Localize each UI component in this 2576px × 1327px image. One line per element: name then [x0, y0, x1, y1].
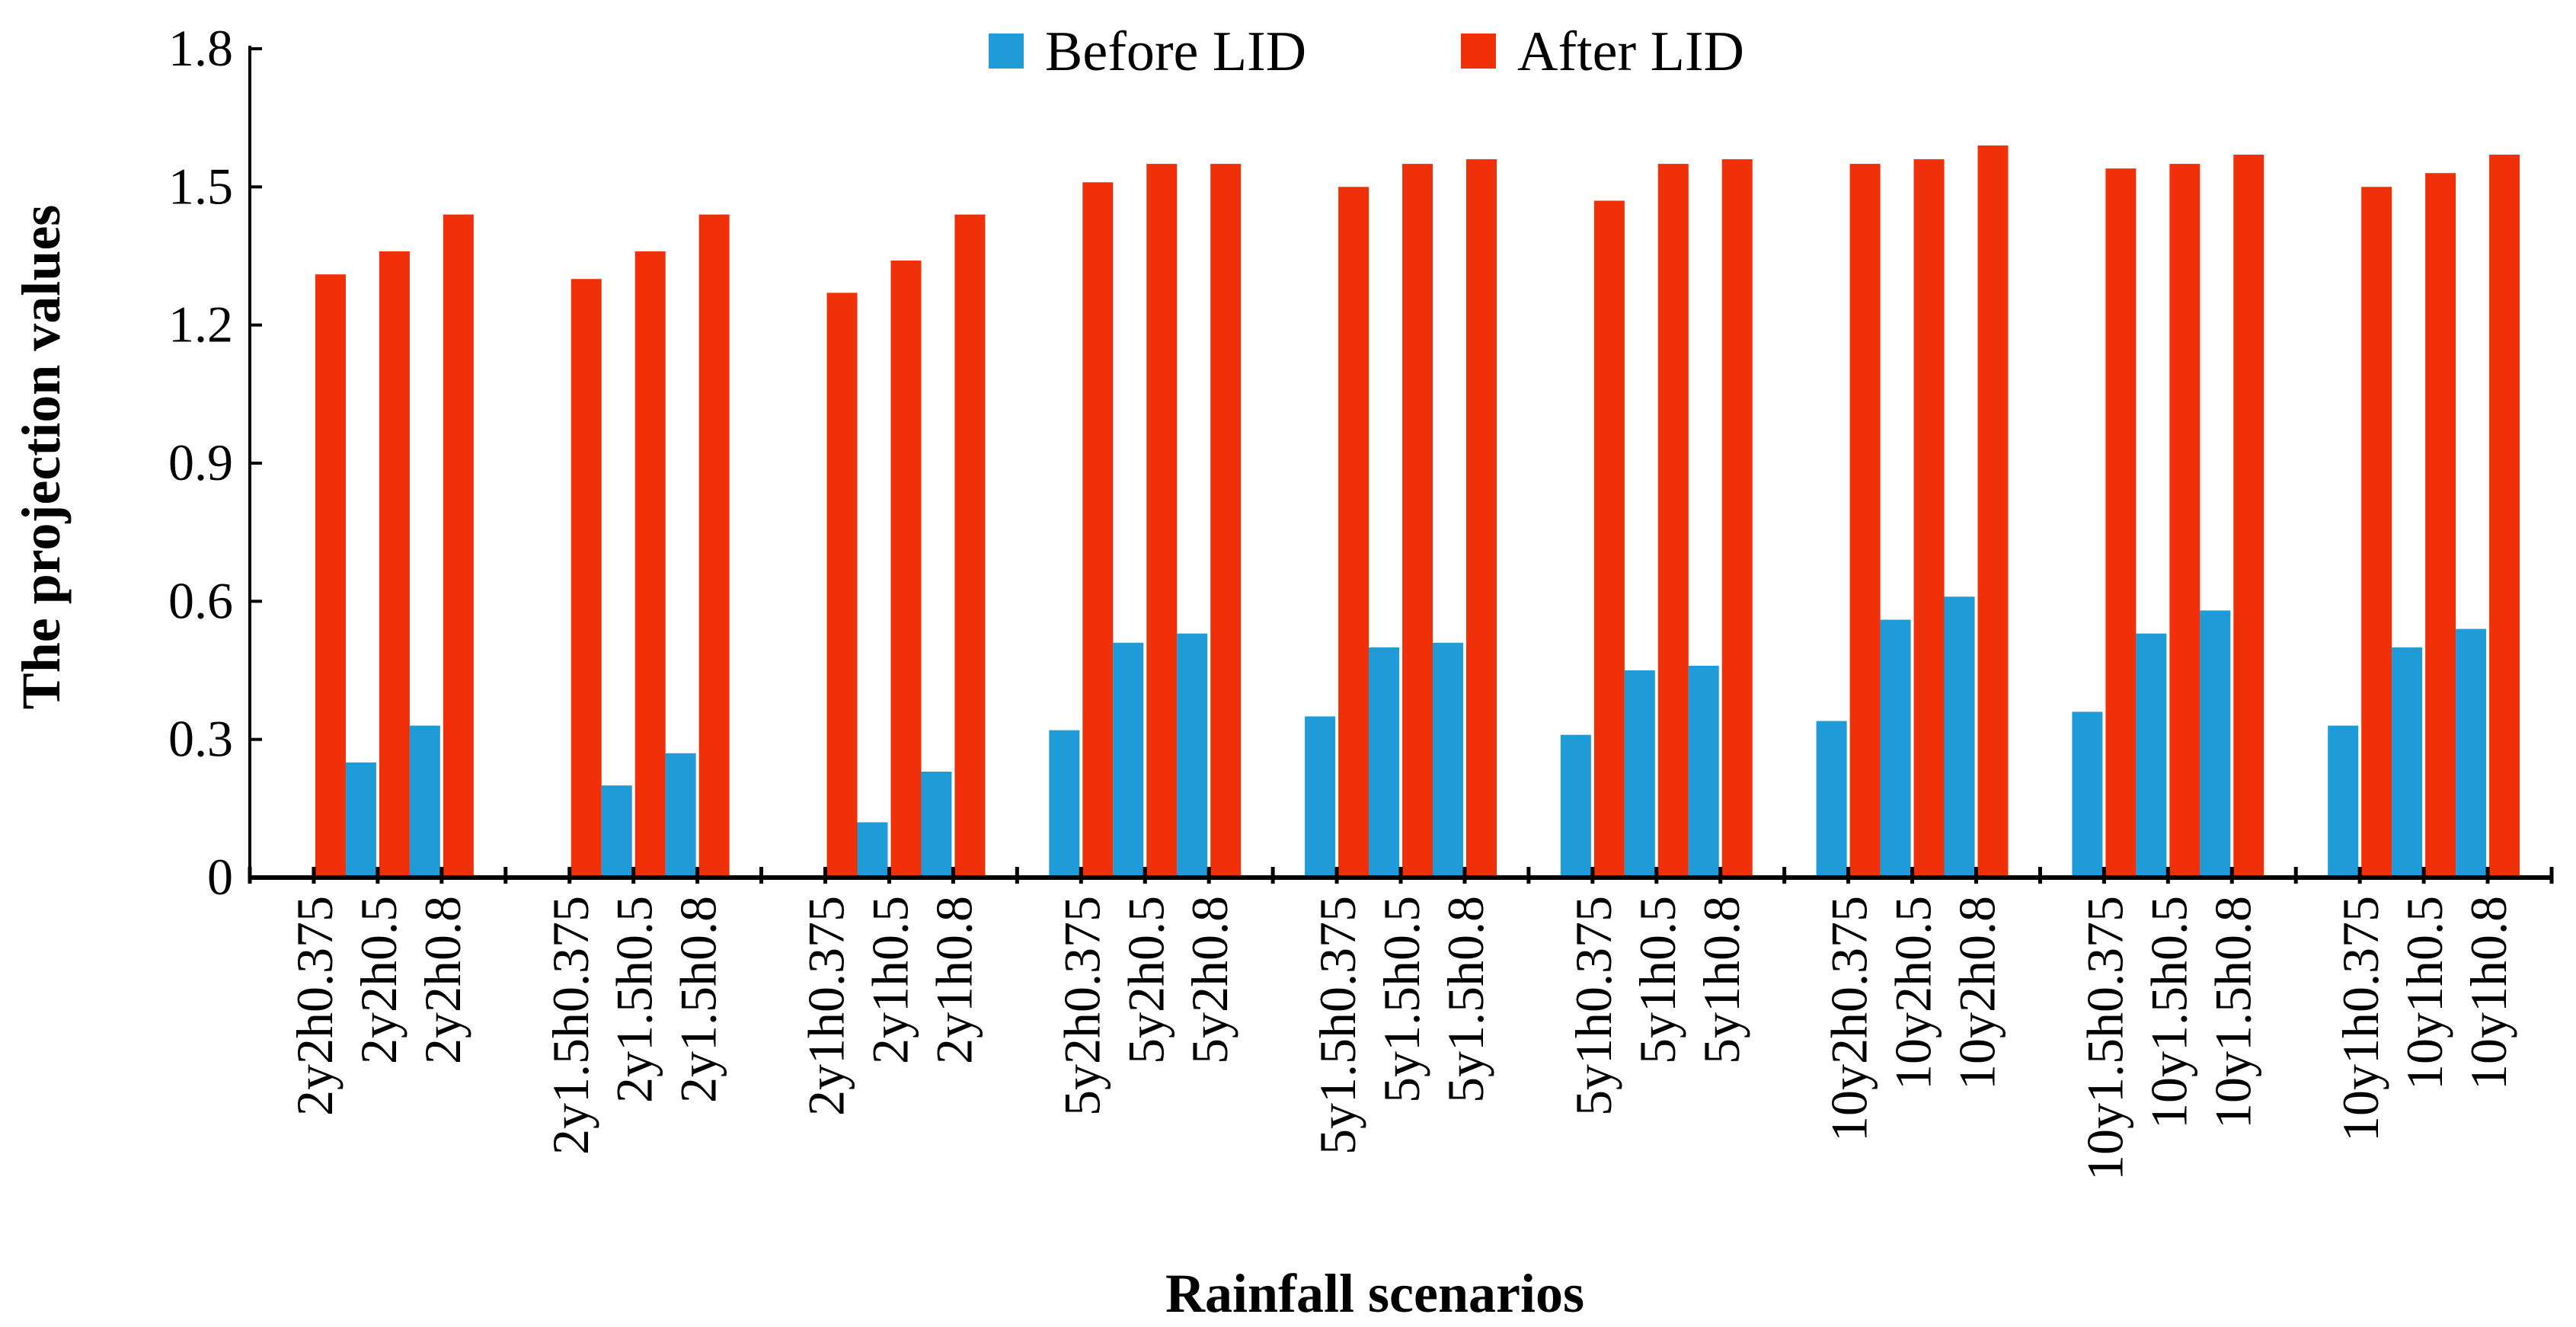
x-tick-label: 5y1.5h0.8: [1437, 896, 1494, 1103]
bar-after-lid-5y1h0_375: [1593, 200, 1625, 878]
bar-before-lid-10y2h0_375: [1816, 721, 1847, 878]
bar-before-lid-5y2h0_8: [1177, 633, 1208, 878]
bar-before-lid-2y2h0_8: [409, 725, 440, 878]
x-tick-label: 10y2h0.5: [1884, 896, 1942, 1090]
bar-after-lid-5y2h0_5: [1146, 164, 1178, 878]
bar-before-lid-5y1_5h0_8: [1432, 642, 1463, 878]
y-tick-label: 1.5: [168, 157, 233, 215]
bar-after-lid-2y1_5h0_8: [698, 214, 730, 878]
bar-after-lid-5y1h0_8: [1721, 159, 1753, 878]
bar-after-lid-10y2h0_5: [1913, 159, 1945, 878]
x-tick-label: 5y1h0.8: [1692, 896, 1750, 1064]
y-tick-label: 0.9: [168, 433, 233, 491]
bar-after-lid-10y2h0_375: [1849, 164, 1881, 878]
bar-after-lid-2y1_5h0_5: [634, 251, 666, 878]
bar-after-lid-2y2h0_5: [379, 251, 410, 878]
bar-after-lid-2y2h0_8: [443, 214, 474, 878]
bar-before-lid-10y1h0_375: [2328, 725, 2359, 878]
bar-before-lid-10y2h0_5: [1880, 619, 1911, 878]
x-tick-label: 2y2h0.8: [414, 896, 471, 1064]
bar-after-lid-10y1_5h0_5: [2169, 164, 2200, 878]
bar-before-lid-5y2h0_375: [1049, 730, 1080, 878]
bar-before-lid-10y1_5h0_8: [2200, 610, 2231, 878]
bar-after-lid-10y1h0_5: [2425, 173, 2456, 878]
x-tick-label: 5y1h0.375: [1564, 896, 1622, 1116]
legend: Before LID After LID: [989, 21, 1744, 83]
bar-after-lid-2y1_5h0_375: [570, 279, 602, 878]
bar-before-lid-2y1h0_5: [857, 822, 888, 878]
bar-after-lid-2y1h0_8: [954, 214, 986, 878]
x-tick-label: 5y1.5h0.5: [1373, 896, 1430, 1103]
x-tick-label: 2y1.5h0.375: [542, 896, 599, 1155]
x-tick-label: 2y1h0.8: [925, 896, 983, 1064]
bar-before-lid-2y1h0_8: [921, 771, 952, 878]
x-axis-title: Rainfall scenarios: [1165, 1263, 1584, 1324]
y-tick-label: 1.8: [168, 19, 233, 77]
bar-before-lid-5y2h0_5: [1113, 642, 1144, 878]
bar-before-lid-5y1h0_5: [1624, 670, 1655, 878]
bar-before-lid-2y2h0_5: [345, 762, 376, 878]
x-tick-label: 10y1.5h0.5: [2140, 896, 2197, 1129]
x-tick-label: 2y1h0.5: [861, 896, 919, 1064]
x-tick-label: 10y1h0.375: [2332, 896, 2389, 1142]
bar-after-lid-10y2h0_8: [1977, 145, 2009, 878]
y-axis-title: The projection values: [11, 205, 72, 710]
bar-before-lid-10y1h0_5: [2392, 647, 2423, 878]
axes: [248, 46, 2554, 884]
bar-after-lid-2y2h0_375: [315, 274, 346, 878]
x-tick-label: 5y2h0.375: [1053, 896, 1111, 1116]
bar-before-lid-5y1_5h0_5: [1369, 647, 1400, 878]
x-tick-label: 10y1h0.5: [2395, 896, 2453, 1090]
bar-before-lid-5y1h0_8: [1688, 665, 1719, 878]
y-tick-label: 0.6: [168, 571, 233, 629]
bar-before-lid-2y1_5h0_8: [665, 753, 696, 878]
x-tick-label: 10y2h0.375: [1820, 896, 1878, 1142]
legend-swatch-before-lid: [989, 34, 1024, 69]
axis-labels: 0 0.3 0.6 0.9 1.2 1.5 1.8 2y2h0.375 2y2h0.5 2y2h0…: [168, 19, 2517, 1181]
x-tick-label: 10y1h0.8: [2459, 896, 2517, 1090]
x-tick-label: 5y1h0.5: [1628, 896, 1686, 1064]
x-tick-label: 2y2h0.5: [350, 896, 407, 1064]
x-tick-label: 2y1h0.375: [797, 896, 855, 1116]
bar-after-lid-2y1h0_375: [826, 293, 858, 878]
x-tick-label: 2y1.5h0.5: [606, 896, 663, 1103]
bar-after-lid-10y1_5h0_8: [2233, 155, 2264, 878]
x-tick-label: 5y2h0.5: [1117, 896, 1175, 1064]
bar-before-lid-10y1_5h0_5: [2136, 633, 2167, 878]
bar-after-lid-10y1_5h0_375: [2105, 168, 2137, 878]
bar-after-lid-2y1h0_5: [890, 261, 922, 878]
x-tick-label: 5y2h0.8: [1181, 896, 1238, 1064]
bar-after-lid-5y2h0_8: [1210, 164, 1242, 878]
y-tick-label: 0: [207, 848, 233, 906]
bar-before-lid-2y1_5h0_5: [601, 785, 632, 878]
bar-before-lid-10y1_5h0_375: [2072, 711, 2103, 878]
legend-swatch-after-lid: [1461, 34, 1496, 69]
legend-label-after-lid: After LID: [1517, 21, 1744, 83]
bar-after-lid-5y1h0_5: [1657, 164, 1689, 878]
x-tick-label: 2y1.5h0.8: [670, 896, 727, 1103]
legend-label-before-lid: Before LID: [1045, 21, 1306, 83]
x-tick-label: 10y1.5h0.375: [2076, 896, 2133, 1181]
bar-before-lid-5y1_5h0_375: [1305, 716, 1336, 878]
bar-before-lid-10y2h0_8: [1944, 596, 1975, 878]
bar-after-lid-10y1h0_8: [2489, 155, 2520, 878]
bar-after-lid-5y1_5h0_8: [1465, 159, 1497, 878]
bar-after-lid-5y1_5h0_375: [1338, 187, 1369, 878]
x-tick-label: 10y2h0.8: [1948, 896, 2006, 1090]
x-tick-label: 10y1.5h0.8: [2204, 896, 2261, 1129]
bar-before-lid-10y1h0_8: [2456, 628, 2487, 878]
y-tick-label: 1.2: [168, 296, 233, 353]
x-tick-label: 5y1.5h0.375: [1309, 896, 1366, 1155]
plot-area: [315, 145, 2520, 878]
y-tick-label: 0.3: [168, 710, 233, 768]
bar-before-lid-5y1h0_375: [1560, 734, 1591, 878]
bar-after-lid-10y1h0_375: [2361, 187, 2392, 878]
bar-after-lid-5y1_5h0_5: [1402, 164, 1433, 878]
x-tick-label: 2y2h0.375: [286, 896, 344, 1116]
bar-after-lid-5y2h0_375: [1082, 182, 1114, 878]
